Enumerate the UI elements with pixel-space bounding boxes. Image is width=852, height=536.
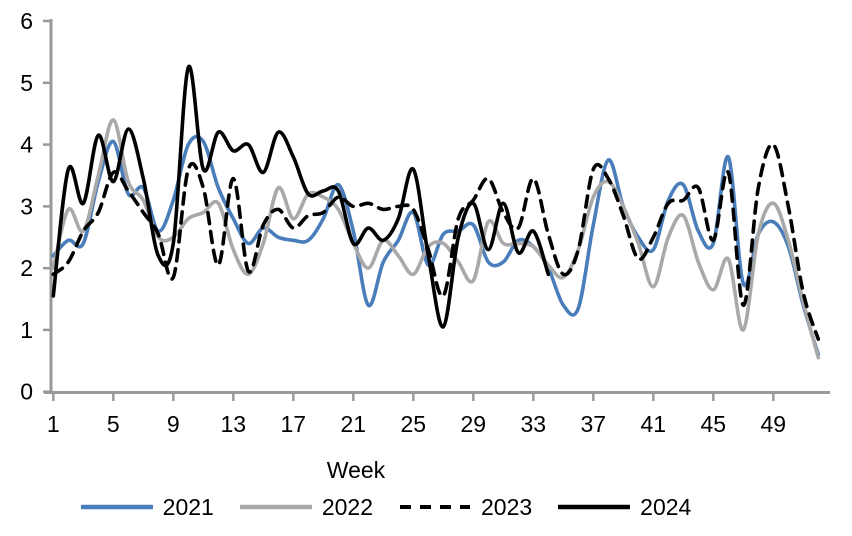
chart-legend: 2021 2022 2023 2024 (0, 494, 772, 520)
series-line-2021 (51, 134, 821, 357)
x-tick-label: 41 (641, 411, 667, 437)
x-tick-label: 9 (167, 411, 180, 437)
x-tick-label: 45 (701, 411, 727, 437)
legend-label: 2024 (640, 494, 692, 520)
x-tick-label: 49 (761, 411, 787, 437)
legend-line-sample-2023 (400, 505, 470, 509)
y-tick-label: 6 (20, 8, 33, 34)
legend-item-2024: 2024 (558, 494, 691, 520)
legend-line-sample-2022 (239, 504, 312, 510)
legend-label: 2021 (162, 494, 214, 520)
y-tick-label: 5 (20, 70, 33, 96)
x-axis-title: Week (326, 457, 386, 483)
series-line-2023 (51, 142, 821, 341)
x-tick-label: 13 (221, 411, 247, 437)
legend-item-2023: 2023 (399, 494, 532, 520)
legend-label: 2023 (481, 494, 533, 520)
y-tick-label: 2 (20, 255, 33, 281)
legend-line-sample-2021 (80, 504, 153, 510)
x-tick-label: 37 (581, 411, 607, 437)
legend-line-sample-2024 (558, 504, 631, 510)
legend-item-2021: 2021 (80, 494, 214, 520)
y-tick-label: 3 (20, 193, 33, 219)
series-line-2022 (51, 118, 821, 360)
x-tick-label: 25 (401, 411, 427, 437)
legend-item-2022: 2022 (239, 494, 373, 520)
x-tick-label: 21 (341, 411, 367, 437)
x-tick-label: 5 (107, 411, 120, 437)
y-tick-label: 4 (20, 132, 33, 158)
x-tick-label: 33 (521, 411, 547, 437)
y-tick-label: 1 (20, 317, 33, 343)
series-line-2024 (51, 64, 551, 329)
legend-label: 2022 (321, 494, 373, 520)
x-tick-label: 17 (281, 411, 307, 437)
y-tick-label: 0 (20, 379, 33, 405)
x-tick-label: 1 (47, 411, 60, 437)
x-tick-label: 29 (461, 411, 487, 437)
